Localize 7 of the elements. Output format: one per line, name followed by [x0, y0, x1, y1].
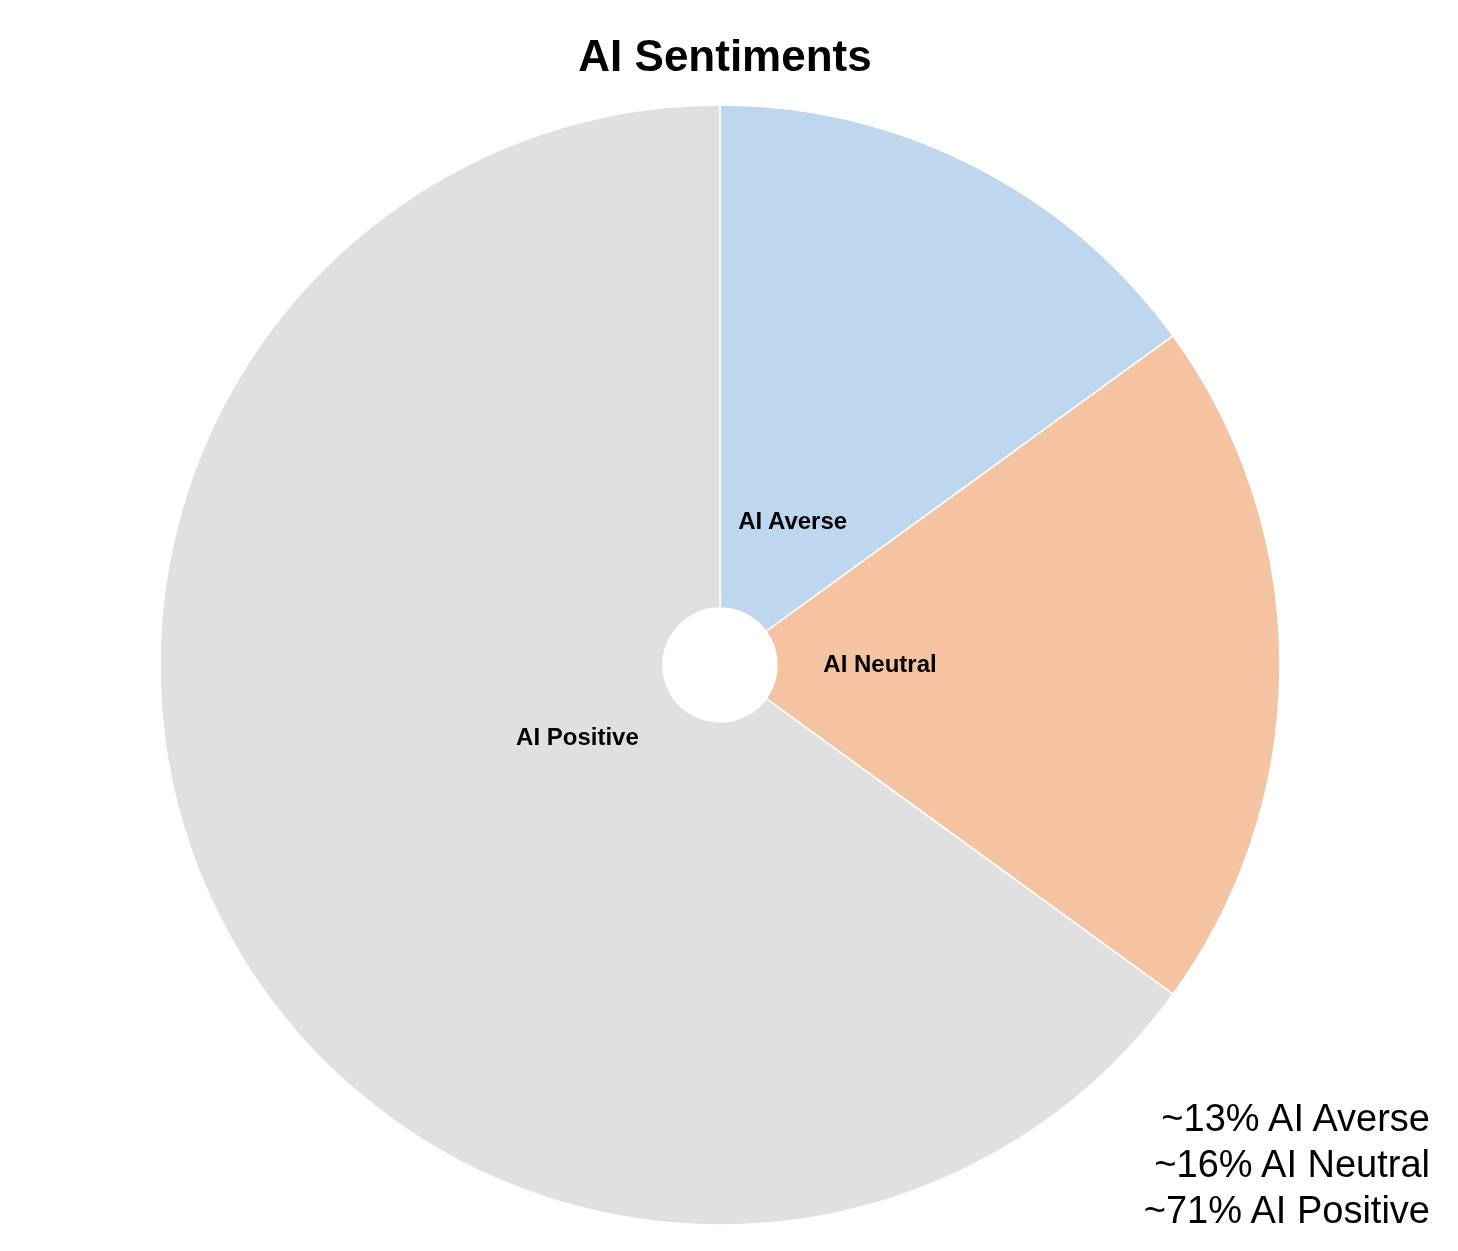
slice-label: AI Averse — [738, 507, 848, 535]
text: ~16% AI Neutral — [1154, 1143, 1430, 1185]
text: ~13% AI Averse — [1161, 1097, 1430, 1139]
slice-label: AI Neutral — [823, 650, 937, 677]
text: ~71% AI Positive — [1143, 1189, 1430, 1231]
slice-label: AI Positive — [516, 722, 639, 750]
chart-title: AI Sentiments — [578, 31, 872, 80]
